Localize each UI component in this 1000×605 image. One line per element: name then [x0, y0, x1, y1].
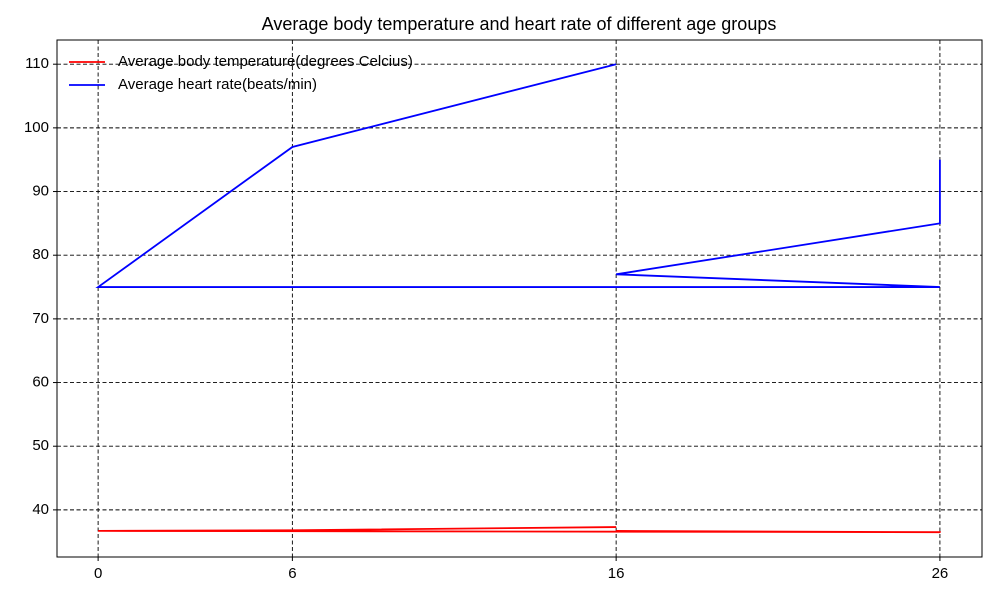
series-line	[95, 63, 941, 288]
legend-label: Average heart rate(beats/min)	[118, 76, 317, 93]
x-tick-label: 0	[94, 565, 102, 582]
plot-frame	[56, 39, 983, 558]
y-tick-label: 110	[25, 55, 49, 72]
y-tick-label: 60	[32, 374, 49, 391]
series-line	[98, 526, 941, 534]
y-tick-label: 40	[32, 501, 49, 518]
chart-title: Average body temperature and heart rate …	[262, 14, 777, 34]
y-tick-label: 70	[32, 310, 49, 327]
legend-label: Average body temperature(degrees Celcius…	[118, 53, 413, 70]
x-tick-label: 16	[608, 565, 625, 582]
x-tick-label: 6	[288, 565, 296, 582]
x-tick-label: 26	[932, 565, 949, 582]
y-tick-label: 90	[32, 183, 49, 200]
y-tick-label: 80	[32, 246, 49, 263]
y-tick-label: 50	[32, 437, 49, 454]
y-tick-label: 100	[24, 119, 49, 136]
